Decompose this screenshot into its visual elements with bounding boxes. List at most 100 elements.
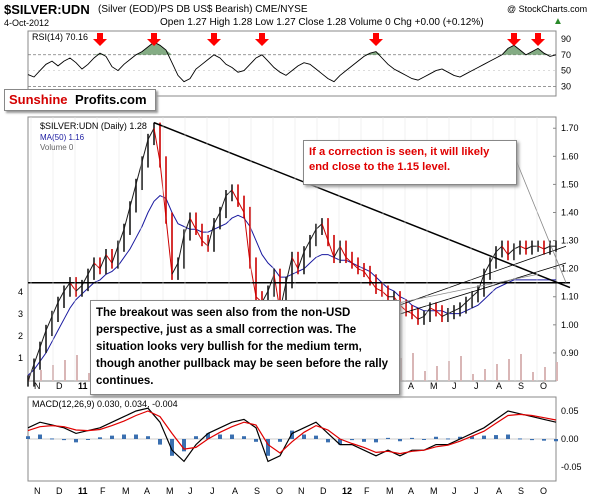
macd-histogram-bar (410, 437, 414, 439)
macd-histogram-bar (362, 439, 366, 442)
price-x-label: J (452, 381, 457, 391)
price-line-segment (303, 240, 311, 253)
price-line-segment (435, 310, 443, 317)
macd-x-label: N (298, 486, 305, 496)
volume-bar (400, 358, 402, 381)
volume-bar (76, 355, 78, 381)
price-x-label: A (496, 381, 502, 391)
price-tick-label: 1.60 (561, 151, 579, 161)
price-legend-volume: Volume 0 (40, 143, 74, 152)
macd-x-label: M (122, 486, 130, 496)
rsi-tick-label: 90 (561, 34, 571, 44)
price-line-segment (417, 315, 425, 320)
macd-x-label: M (430, 486, 438, 496)
price-line-segment (363, 271, 371, 281)
macd-histogram-bar (554, 439, 558, 442)
volume-bar (532, 372, 534, 381)
macd-x-label: S (518, 486, 524, 496)
macd-x-label: F (364, 486, 370, 496)
price-line-segment (147, 127, 155, 140)
rsi-overbought-fill (94, 42, 550, 55)
brand-logo-box: Sunshine Profits.com (4, 89, 156, 111)
volume-bar (436, 366, 438, 381)
rsi-overbought-arrow-icon (255, 33, 269, 46)
macd-line (27, 407, 557, 463)
macd-histogram-bar (170, 439, 174, 456)
rsi-overbought-arrow-icon (207, 33, 221, 46)
price-x-label: N (34, 381, 41, 391)
price-line-segment (177, 234, 185, 264)
price-line-segment (231, 189, 239, 202)
price-line-segment (141, 139, 149, 163)
macd-x-label: O (540, 486, 547, 496)
price-line-segment (45, 316, 53, 331)
price-line-segment (471, 290, 479, 298)
price-line-segment (153, 128, 161, 163)
macd-histogram-bar (314, 435, 318, 439)
macd-histogram-bar (122, 434, 126, 439)
price-line-segment (81, 274, 89, 286)
macd-x-label: N (34, 486, 41, 496)
price-line-segment (441, 313, 449, 317)
volume-bar (484, 369, 486, 381)
macd-histogram-bar (302, 434, 306, 439)
macd-x-label: A (496, 486, 502, 496)
volume-bar (64, 360, 66, 381)
price-line-segment (297, 251, 305, 269)
brand-part-2: Profits.com (75, 92, 147, 107)
price-line-segment (87, 262, 95, 275)
annotation-correction: If a correction is seen, it will likely … (303, 140, 517, 185)
macd-x-label: M (386, 486, 394, 496)
macd-histogram-bar (326, 439, 330, 443)
quote-up-arrow: ▲ (553, 16, 563, 27)
price-tick-label: 1.30 (561, 236, 579, 246)
stockcharts-credit: @ StockCharts.com (507, 4, 588, 14)
price-x-label: O (540, 381, 547, 391)
price-line-segment (369, 279, 377, 289)
macd-histogram-bar (158, 439, 162, 445)
macd-histogram-bar (494, 435, 498, 439)
volume-bar (460, 356, 462, 381)
macd-histogram-bar (278, 439, 282, 442)
price-tick-label: 1.50 (561, 179, 579, 189)
price-tick-label: 1.70 (561, 123, 579, 133)
correction-callout-pointer (515, 159, 567, 283)
price-line-segment (75, 285, 83, 292)
macd-histogram-bar (386, 437, 390, 439)
price-line-segment (165, 218, 173, 275)
macd-histogram-bar (374, 439, 378, 443)
macd-histogram-bar (434, 436, 438, 439)
annotation-correction-text: If a correction is seen, it will likely … (309, 146, 490, 173)
macd-histogram-bar (146, 436, 150, 439)
volume-bar (544, 367, 546, 381)
rsi-overbought-arrow-icon (507, 33, 521, 46)
volume-bar (88, 373, 90, 381)
breakout-callout-pointer (397, 273, 539, 304)
price-line-segment (519, 245, 527, 250)
price-line-segment (99, 254, 107, 269)
price-line-segment (171, 262, 179, 275)
price-tick-label: 0.90 (561, 348, 579, 358)
volume-bar (472, 374, 474, 381)
price-line-segment (495, 245, 503, 253)
price-line-segment (507, 248, 515, 255)
macd-histogram-bar (218, 434, 222, 439)
macd-histogram-bar (26, 436, 30, 439)
price-line-segment (327, 240, 335, 258)
price-line-segment (129, 184, 137, 208)
price-line-segment (405, 310, 413, 315)
macd-tick-label: 0.05 (561, 406, 579, 416)
macd-x-label: O (276, 486, 283, 496)
macd-x-label: A (408, 486, 414, 496)
annotation-breakout-text: The breakout was seen also from the non-… (96, 307, 389, 387)
price-x-label: J (474, 381, 479, 391)
price-line-segment (105, 254, 113, 264)
chart-subtitle: (Silver (EOD)/PS DB US$ Bearish) CME/NYS… (98, 4, 308, 15)
macd-histogram-bar (542, 439, 546, 441)
volume-bar (520, 354, 522, 381)
macd-x-label: J (210, 486, 215, 496)
chart-title: $SILVER:UDN (4, 2, 90, 17)
rsi-overbought-arrow-icon (93, 33, 107, 46)
volume-bar (412, 353, 414, 381)
